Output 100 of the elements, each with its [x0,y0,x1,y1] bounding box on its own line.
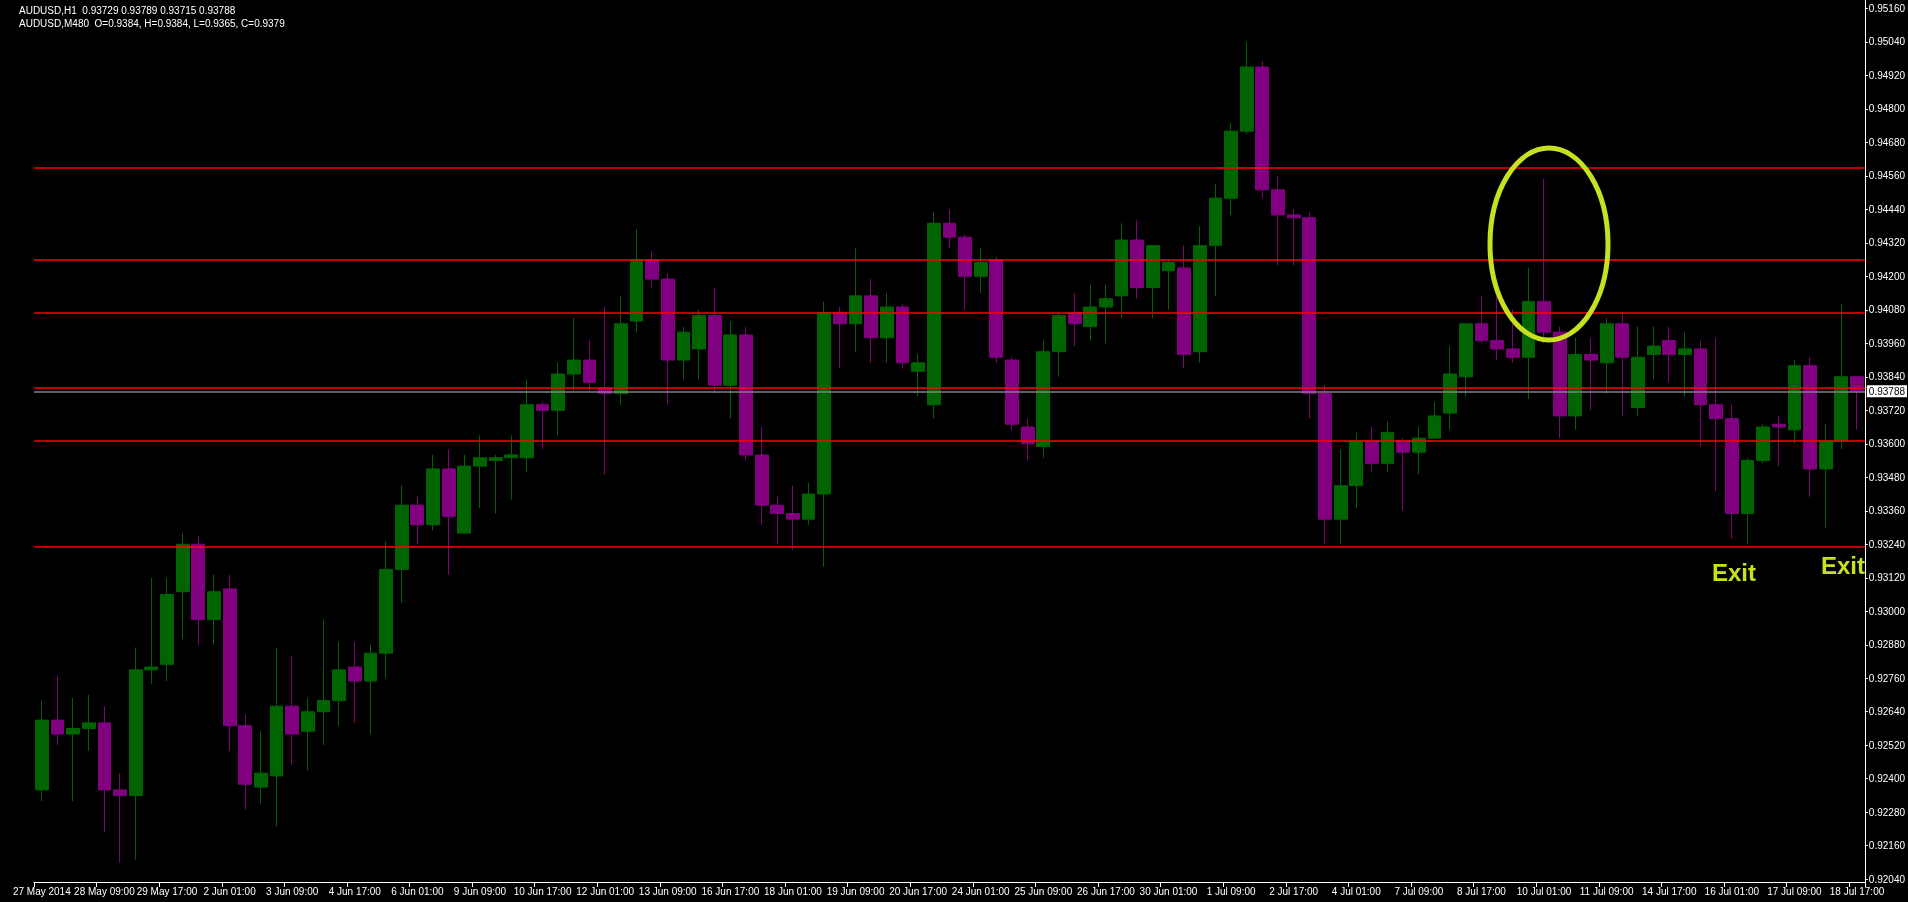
candlestick [1803,356,1817,498]
candlestick [1694,340,1707,448]
candlestick [520,379,534,473]
y-tick-label: 0.92040 [1868,873,1906,885]
candlestick [1255,60,1269,199]
candlestick [1662,326,1676,383]
candlestick [191,535,205,646]
candlestick [35,700,49,802]
candlestick [1193,225,1207,364]
candlestick [1615,312,1629,417]
candlestick [1396,437,1410,512]
candlestick [160,577,174,682]
candlestick [849,247,862,353]
candlestick [82,694,96,752]
x-tick-label: 3 Jun 09:00 [266,885,319,897]
candlestick [661,273,675,406]
candlestick [442,448,456,576]
y-tick-label: 0.93600 [1868,438,1906,450]
annotation: Exit [1711,558,1757,586]
y-tick-label: 0.94920 [1868,69,1906,81]
candlestick [1381,420,1394,473]
candlestick [254,730,268,805]
text: AUDUSD,M480 O=0.9384, H=0.9384, L=0.9365, C=0.9379 [19,17,286,29]
candlestick [1459,323,1473,397]
y-tick-label: 0.93480 [1868,471,1906,483]
candlestick [1647,326,1661,381]
candlestick [817,300,831,568]
candlestick [1678,331,1692,397]
candlestick [1475,295,1488,344]
candlestick [974,247,988,294]
candlestick [1099,284,1113,344]
candlestick [207,574,221,646]
x-tick-label: 18 Jul 17:00 [1829,885,1885,897]
x-tick-label: 29 May 17:00 [136,885,198,897]
candlestick [1052,312,1066,378]
candlestick [1741,457,1754,545]
candlestick [1036,340,1050,459]
candlestick [833,306,847,369]
y-tick-label: 0.94080 [1868,304,1906,316]
y-tick-label: 0.93840 [1868,371,1906,383]
y-tick-label: 0.92400 [1868,773,1906,785]
candlestick [1240,41,1254,135]
candlestick [1725,404,1739,540]
y-tick-label: 0.92520 [1868,739,1906,751]
candlestick [1443,345,1457,431]
candlestick [1146,245,1160,319]
x-tick-label: 30 Jun 01:00 [1139,885,1198,897]
candlestick [645,250,659,288]
candlestick [1537,178,1551,344]
candlestick [943,208,956,249]
candlestick [927,211,941,420]
candlestick [66,697,80,802]
candlestick [410,496,424,545]
candlestick [332,641,346,727]
x-tick-label: 16 Jun 17:00 [701,885,760,897]
candlestick [395,485,409,604]
candlestick [1005,356,1019,431]
candlestick [567,317,581,392]
x-tick-label: 19 Jun 09:00 [826,885,885,897]
candlestick [1631,326,1645,417]
candlestick [176,532,190,640]
candlestick [1772,415,1786,467]
candlestick [802,482,815,526]
candlestick [989,256,1003,364]
candlestick [1209,183,1222,297]
y-tick-label: 0.94800 [1868,103,1906,115]
candlestick [786,485,800,551]
candlestick [677,326,690,381]
y-tick-label: 0.92760 [1868,672,1906,684]
x-tick-label: 27 May 2014 [12,885,72,897]
y-tick-label: 0.93720 [1868,404,1906,416]
candlestick [98,705,111,833]
candlestick [1224,122,1238,216]
candlestick [1428,401,1441,439]
candlestick [911,353,925,397]
x-tick-label: 24 Jun 01:00 [951,885,1011,897]
x-tick-label: 4 Jun 17:00 [328,885,382,897]
candlestick [457,454,471,534]
y-tick-label: 0.92160 [1868,840,1906,852]
y-tick-label: 0.93120 [1868,572,1906,584]
x-tick-label: 10 Jun 17:00 [513,885,572,897]
candlestick [285,655,299,766]
x-tick-label: 28 May 09:00 [74,885,136,897]
y-tick-label: 0.93000 [1868,605,1906,617]
x-tick-label: 2 Jun 01:00 [203,885,257,897]
y-tick-label: 0.92640 [1868,706,1906,718]
y-tick-label: 0.95040 [1868,36,1906,48]
candlestick [1365,426,1379,473]
candlestick [1271,175,1285,266]
candlestick [51,674,64,746]
x-tick-label: 17 Jul 09:00 [1767,885,1823,897]
x-tick-label: 20 Jun 17:00 [889,885,948,897]
candlestick [896,303,909,369]
x-tick-label: 25 Jun 09:00 [1014,885,1073,897]
candlestick [614,295,628,406]
x-tick-label: 8 Jul 17:00 [1457,885,1507,897]
candlestick [1819,423,1833,529]
x-tick-label: 14 Jul 17:00 [1642,885,1697,897]
candlestick [1788,359,1801,445]
candlestick [364,644,377,735]
